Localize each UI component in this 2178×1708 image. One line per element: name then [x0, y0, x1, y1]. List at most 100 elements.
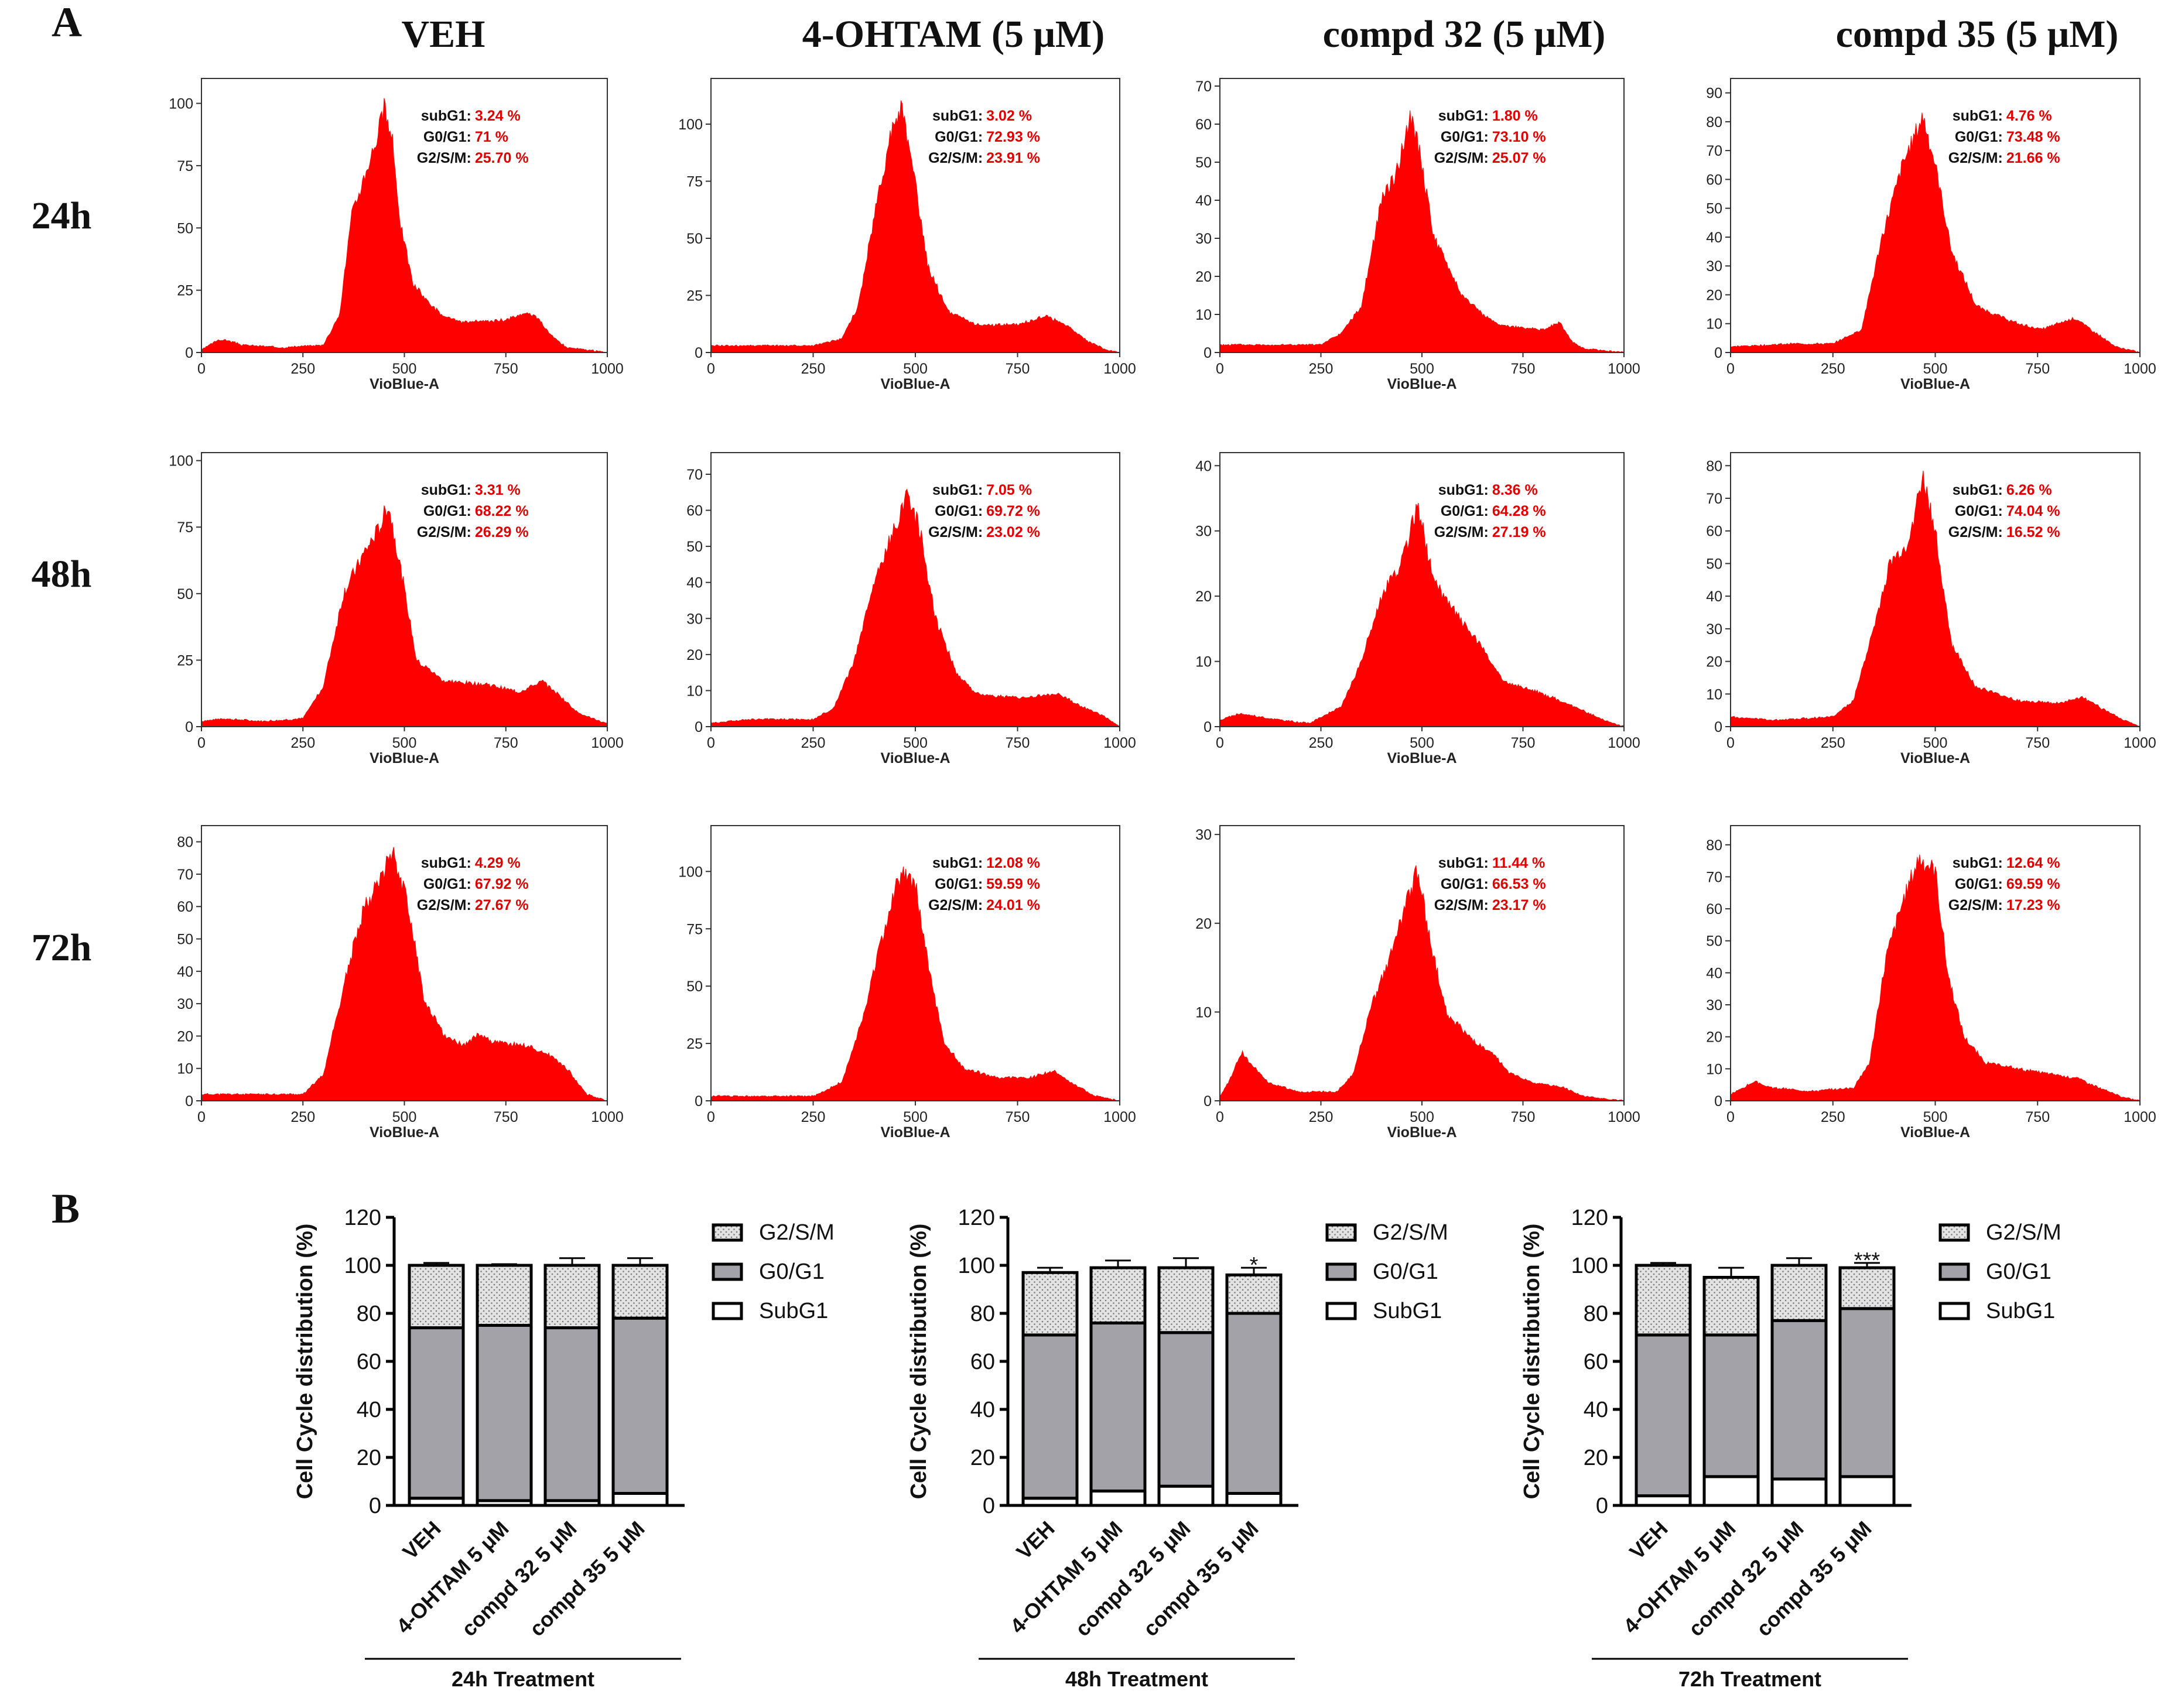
stacked-bar-chart: 0 20 40 60 80 100 120 Cell Cycle distribution (… [1520, 1206, 2061, 1691]
stat-value: 27.19 % [1492, 524, 1546, 540]
histogram-area [710, 488, 1120, 727]
subg1-bar-segment [1838, 1475, 1896, 1507]
x-tick-label: 1000 [1608, 361, 1640, 377]
x-axis-label: VioBlue-A [370, 1124, 439, 1141]
y-tick-label: 30 [686, 611, 703, 627]
y-tick-label: 75 [686, 174, 703, 190]
x-tick-label: 1000 [1103, 361, 1136, 377]
legend-swatch [712, 1302, 743, 1320]
legend-label: G2/S/M [1986, 1220, 2061, 1245]
y-tick-label: 20 [1706, 1029, 1722, 1046]
x-tick-label: 1000 [2124, 1109, 2156, 1125]
stat-value: 25.70 % [475, 150, 529, 166]
x-tick-label: 250 [801, 361, 826, 377]
y-tick-label: 10 [686, 683, 703, 699]
y-tick-label: 0 [1714, 345, 1722, 361]
y-tick-label: 10 [1195, 1004, 1212, 1021]
x-tick-label: 750 [1511, 735, 1536, 751]
stat-label: G0/G1: [935, 129, 983, 145]
x-tick-label: 750 [2025, 735, 2050, 751]
legend-label: G0/G1 [759, 1259, 825, 1284]
stat-label: G2/S/M: [928, 897, 983, 913]
stat-label: subG1: [1438, 855, 1489, 871]
y-tick-label: 20 [177, 1028, 193, 1045]
g2sm-bar-segment [611, 1264, 669, 1320]
y-tick-label: 40 [1706, 965, 1722, 981]
stat-label: G2/S/M: [417, 897, 471, 913]
stat-label: G0/G1: [423, 503, 471, 519]
histogram-area [1730, 112, 2141, 353]
g0g1-bar-segment [1838, 1307, 1896, 1478]
x-tick-label: compd 32 5 μM [457, 1517, 582, 1641]
y-tick-label: 0 [983, 1494, 995, 1518]
histogram-area [1730, 854, 2141, 1101]
stat-value: 69.59 % [2006, 876, 2060, 892]
x-tick-label: 750 [1511, 1109, 1536, 1125]
stat-label: G2/S/M: [928, 150, 983, 166]
row-label: 48h [32, 553, 92, 595]
x-tick-label: 250 [1309, 361, 1334, 377]
stat-label: G0/G1: [935, 503, 983, 519]
histogram-panel: 0 10 20 30 40 50 60 70 0 250 500 750 1000 VioBlue-A su… [1195, 78, 1640, 392]
g0g1-bar-segment [1702, 1333, 1760, 1478]
stat-value: 8.36 % [1492, 482, 1538, 498]
y-tick-label: 60 [1706, 523, 1722, 540]
y-tick-label: 50 [686, 539, 703, 555]
histogram-area [1219, 110, 1625, 353]
stat-label: subG1: [421, 855, 471, 871]
y-tick-label: 10 [1706, 1061, 1722, 1077]
x-tick-label: compd 35 5 μM [1752, 1517, 1876, 1641]
y-tick-label: 40 [357, 1398, 381, 1422]
stacked-bar-charts: 0 20 40 60 80 100 120 Cell Cycle distribution (… [293, 1206, 2061, 1691]
histogram-area [710, 867, 1120, 1101]
y-tick-label: 50 [1706, 556, 1722, 572]
y-tick-label: 0 [1714, 719, 1722, 735]
y-tick-label: 0 [695, 719, 703, 735]
y-tick-label: 20 [970, 1446, 995, 1470]
stat-value: 59.59 % [986, 876, 1040, 892]
stat-label: G2/S/M: [417, 150, 471, 166]
y-tick-label: 120 [344, 1206, 381, 1230]
g2sm-bar-segment [1157, 1266, 1215, 1334]
subg1-bar-segment [1225, 1492, 1283, 1507]
stat-value: 23.17 % [1492, 897, 1546, 913]
y-tick-label: 0 [1203, 345, 1212, 361]
x-tick-label: 0 [707, 1109, 715, 1125]
y-tick-label: 20 [686, 647, 703, 663]
stat-value: 72.93 % [986, 129, 1040, 145]
x-tick-label: 0 [1726, 361, 1735, 377]
y-tick-label: 40 [1706, 588, 1722, 605]
histogram-area [201, 505, 608, 727]
x-tick-label: 250 [1821, 735, 1845, 751]
histogram-area [710, 100, 1120, 353]
x-tick-label: 750 [1006, 361, 1030, 377]
x-axis-label: VioBlue-A [1387, 750, 1457, 766]
stat-label: subG1: [932, 108, 983, 124]
stat-value: 12.64 % [2006, 855, 2060, 871]
y-axis-label: Cell Cycle distribution (%) [907, 1224, 931, 1500]
stat-value: 11.44 % [1492, 855, 1545, 871]
panel-label-a: A [52, 0, 82, 46]
x-tick-label: 1000 [591, 735, 624, 751]
y-tick-label: 20 [1706, 287, 1722, 303]
x-axis-label: VioBlue-A [1900, 376, 1970, 392]
stat-value: 67.92 % [475, 876, 529, 892]
chart-title: 48h Treatment [1065, 1667, 1208, 1691]
x-tick-label: 750 [2025, 1109, 2050, 1125]
x-tick-label: 0 [707, 361, 715, 377]
legend-swatch [1325, 1262, 1357, 1281]
legend-swatch [1938, 1302, 1970, 1320]
y-tick-label: 50 [686, 231, 703, 247]
y-tick-label: 75 [177, 158, 193, 174]
y-tick-label: 0 [1596, 1494, 1608, 1518]
legend-swatch [1325, 1302, 1357, 1320]
stat-value: 3.24 % [475, 108, 521, 124]
g0g1-bar-segment [1635, 1333, 1692, 1498]
legend-swatch [1325, 1223, 1357, 1242]
y-tick-label: 20 [1195, 916, 1212, 932]
histogram-panel: 0 10 20 30 40 50 60 70 80 90 0 250 500 750 1000 VioBlue… [1706, 78, 2156, 392]
stat-value: 1.80 % [1492, 108, 1538, 124]
y-tick-label: 40 [970, 1398, 995, 1422]
y-tick-label: 60 [1706, 901, 1722, 918]
